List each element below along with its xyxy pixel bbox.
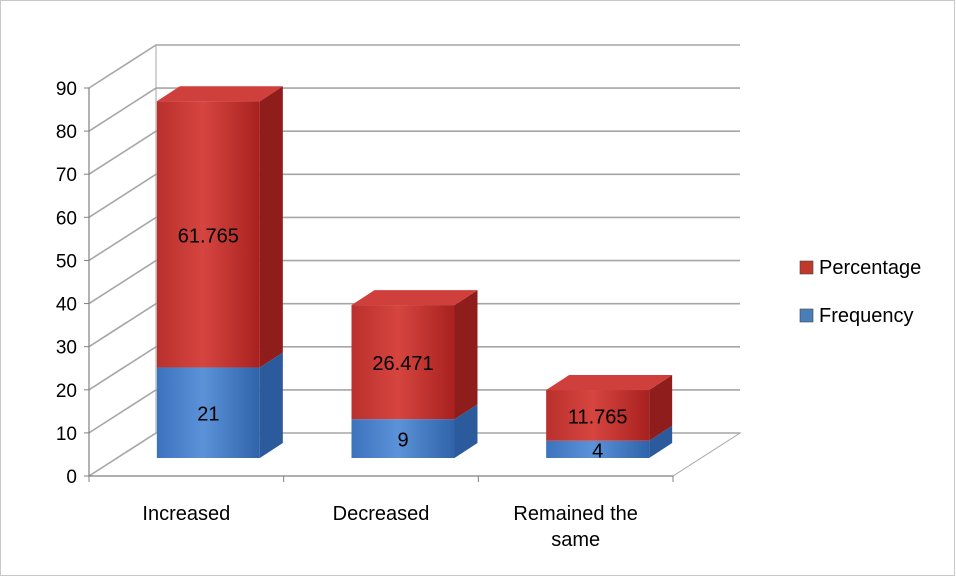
data-label-percentage: 11.765 — [568, 406, 628, 428]
bar-percentage-2 — [546, 390, 650, 441]
gridline — [88, 130, 740, 175]
bar-percentage-0 — [156, 101, 260, 368]
labels: 21 61.765 Increased 9 26.471 Decreased 4 11.765… — [142, 225, 638, 551]
gridline — [88, 302, 740, 348]
bar-frequency-1 — [351, 419, 455, 458]
bar-top-1 — [351, 290, 478, 306]
data-label-percentage: 26.471 — [372, 353, 433, 375]
gridline — [88, 432, 740, 477]
bar-top-0 — [156, 86, 283, 102]
gridline — [88, 389, 740, 434]
y-tick-label: 20 — [56, 381, 77, 402]
bar-side-frequency-2 — [649, 425, 673, 458]
data-label-frequency: 4 — [592, 440, 603, 462]
category-label: Remained the same — [513, 503, 638, 551]
gridlines — [88, 44, 740, 477]
bar-side-frequency-1 — [454, 404, 478, 458]
y-tick-label: 90 — [56, 79, 77, 100]
y-tick-label: 70 — [56, 165, 77, 186]
legend-swatch — [799, 260, 814, 275]
y-tick-label: 0 — [66, 467, 77, 488]
bar-frequency-0 — [156, 367, 260, 458]
y-tick-label: 30 — [56, 338, 77, 359]
legend-item: Frequency — [799, 305, 914, 327]
y-tick-label: 40 — [56, 295, 77, 316]
bar-side-percentage-1 — [454, 290, 478, 420]
bar-side-percentage-2 — [649, 375, 673, 441]
gridline — [88, 259, 740, 305]
gridline — [88, 173, 740, 219]
gridline — [88, 44, 740, 89]
category-label: Decreased — [333, 503, 430, 525]
gridline — [88, 87, 740, 132]
y-tick-label: 60 — [56, 208, 77, 229]
legend-item: Percentage — [799, 257, 921, 279]
y-tick-label: 80 — [56, 122, 77, 143]
axes: 0 10 20 30 40 50 60 70 80 90 — [56, 79, 674, 488]
data-label-frequency: 21 — [197, 404, 219, 426]
legend-label: Percentage — [819, 257, 921, 279]
gridline — [88, 345, 740, 391]
bar-top-2 — [546, 375, 673, 391]
legend-swatch — [799, 308, 814, 323]
bar-side-frequency-0 — [259, 352, 283, 458]
bar-frequency-2 — [546, 440, 650, 458]
data-label-percentage: 61.765 — [178, 225, 239, 247]
gridline — [88, 216, 740, 262]
bars — [156, 86, 673, 458]
legend-label: Frequency — [819, 305, 914, 327]
category-label: Increased — [142, 503, 230, 525]
y-tick-label: 50 — [56, 251, 77, 272]
data-label-frequency: 9 — [397, 430, 408, 452]
legend: Percentage Frequency — [799, 257, 921, 327]
bar-percentage-1 — [351, 305, 455, 420]
bar-side-percentage-0 — [259, 86, 283, 368]
y-tick-label: 10 — [56, 424, 77, 445]
